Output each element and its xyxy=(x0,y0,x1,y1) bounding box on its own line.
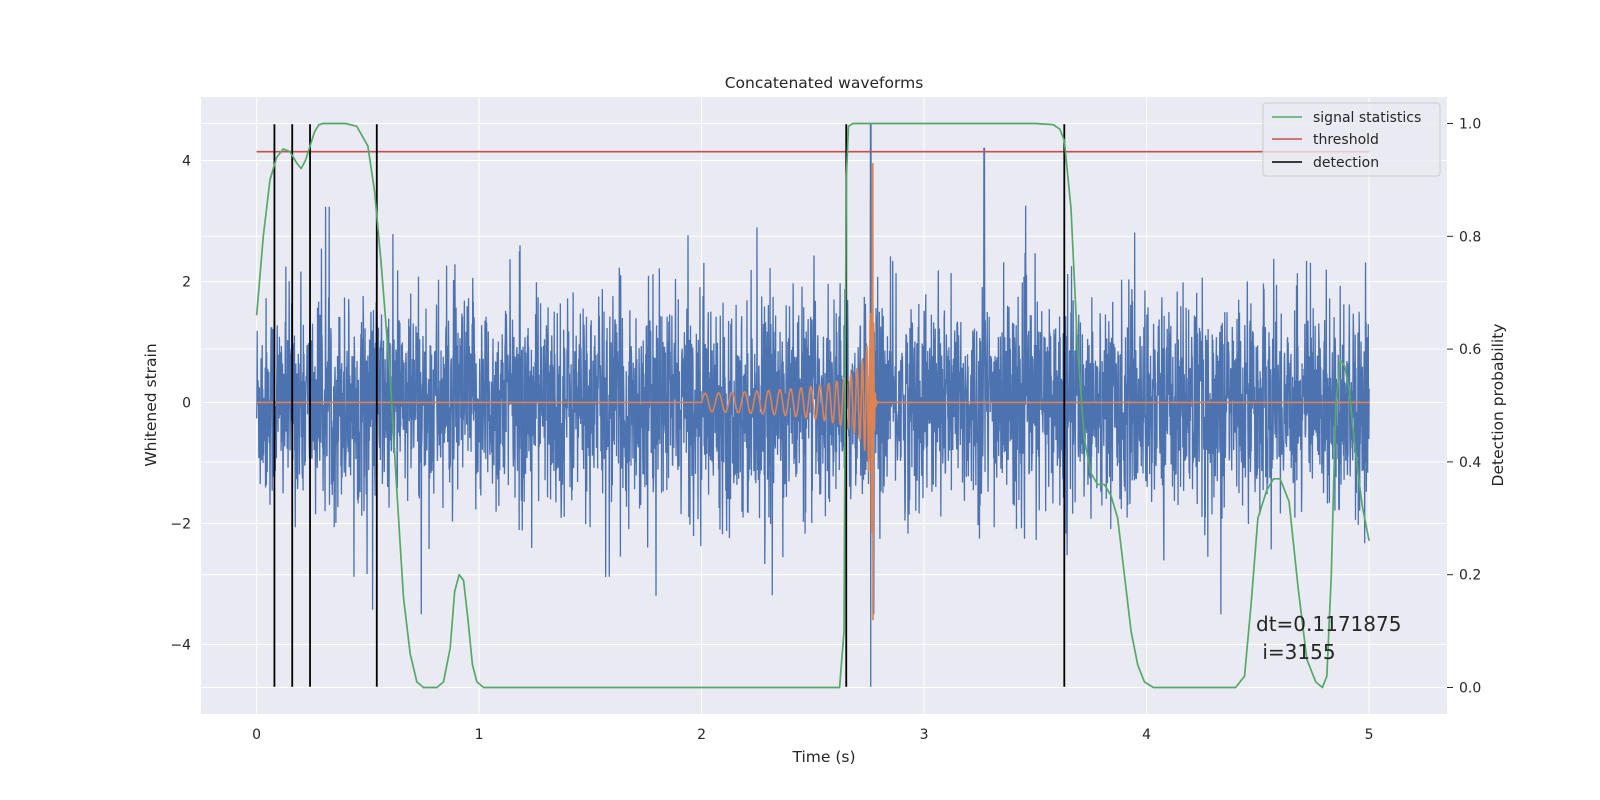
legend-label-detection: detection xyxy=(1313,155,1379,171)
legend-frame xyxy=(1262,102,1441,177)
y-axis-ticks: −4 −2 0 2 4 xyxy=(170,154,191,654)
x-tick-label: 4 xyxy=(1142,727,1151,743)
y2-axis-ticks: 0.0 0.2 0.4 0.6 0.8 1.0 xyxy=(1447,117,1481,696)
signal-statistics-series xyxy=(255,122,1370,689)
x-axis-label: Time (s) xyxy=(791,748,855,766)
y-axis-label: Whitened strain xyxy=(142,343,160,466)
y2-axis-label: Detection probability xyxy=(1489,324,1507,487)
annotation-index: i=3155 xyxy=(1256,640,1336,664)
y-tick-label: −2 xyxy=(170,516,191,532)
template-line xyxy=(256,163,1370,621)
strain-series xyxy=(255,124,1370,687)
chart-title: Concatenated waveforms xyxy=(725,74,924,92)
signal-statistics-line xyxy=(255,122,1370,689)
x-tick-label: 5 xyxy=(1365,727,1374,743)
y2-tick-label: 0.6 xyxy=(1459,342,1481,358)
y2-tick-label: 0.8 xyxy=(1459,229,1481,245)
y-tick-label: 0 xyxy=(182,395,191,411)
x-tick-label: 1 xyxy=(475,727,484,743)
strain-line xyxy=(255,124,1370,687)
x-tick-label: 0 xyxy=(252,727,261,743)
x-tick-label: 3 xyxy=(920,727,929,743)
y2-tick-label: 0.0 xyxy=(1459,680,1481,696)
template-series xyxy=(256,163,1370,621)
annotation-dt: dt=0.1171875 xyxy=(1256,612,1401,636)
x-tick-label: 2 xyxy=(697,727,706,743)
y2-tick-label: 0.2 xyxy=(1459,568,1481,584)
legend-label-signal-statistics: signal statistics xyxy=(1313,110,1421,126)
y-tick-label: 4 xyxy=(182,154,191,170)
legend: signal statistics threshold detection xyxy=(1262,102,1441,177)
y2-tick-label: 1.0 xyxy=(1459,117,1481,133)
x-axis-ticks: 0 1 2 3 4 5 xyxy=(252,727,1373,743)
y-tick-label: 2 xyxy=(182,274,191,290)
legend-label-threshold: threshold xyxy=(1313,132,1379,148)
y-tick-label: −4 xyxy=(170,637,191,653)
y2-tick-label: 0.4 xyxy=(1459,455,1481,471)
